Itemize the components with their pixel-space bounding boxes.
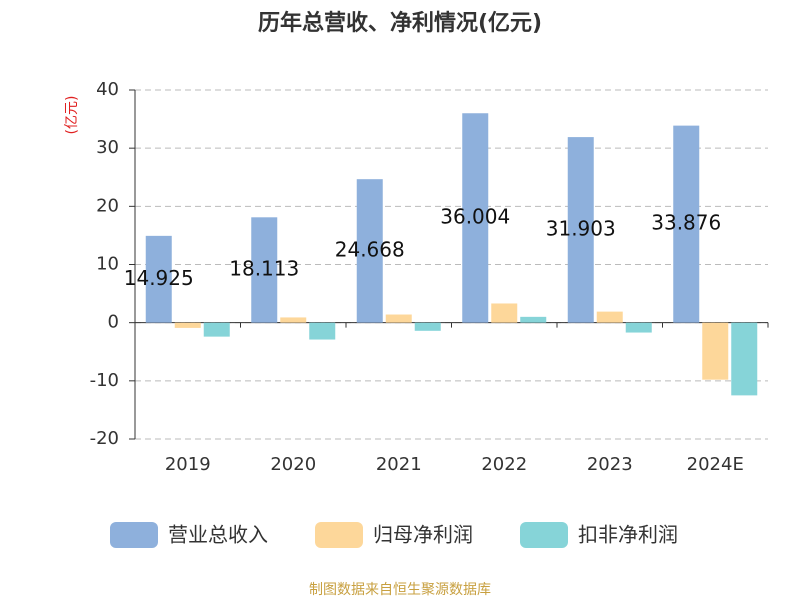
value-label: 36.004 xyxy=(440,204,510,228)
x-tick-label: 2021 xyxy=(376,454,422,475)
x-tick-label: 2023 xyxy=(587,454,633,475)
source-note: 制图数据来自恒生聚源数据库 xyxy=(309,582,491,598)
bar xyxy=(702,322,729,380)
bar xyxy=(251,217,278,323)
chart-title: 历年总营收、净利情况(亿元) xyxy=(258,10,542,36)
y-tick-label: 20 xyxy=(96,195,119,216)
legend-label: 归母净利润 xyxy=(373,523,473,547)
y-tick-label: 10 xyxy=(96,254,119,275)
bar xyxy=(567,137,594,323)
x-tick-label: 2020 xyxy=(270,454,316,475)
y-tick-label: -10 xyxy=(90,370,119,391)
bar xyxy=(491,303,518,323)
bar xyxy=(625,322,652,333)
y-tick-label: 30 xyxy=(96,137,119,158)
value-label: 14.925 xyxy=(124,266,194,290)
legend-swatch xyxy=(110,522,158,548)
value-label: 24.668 xyxy=(335,237,405,261)
legend-swatch xyxy=(520,522,568,548)
bar xyxy=(356,179,383,323)
legend-swatch xyxy=(315,522,363,548)
value-label: 33.876 xyxy=(651,211,721,235)
bar xyxy=(309,322,336,340)
bar xyxy=(145,235,172,323)
y-tick-label: -20 xyxy=(90,428,119,449)
bar xyxy=(280,317,307,323)
bar xyxy=(414,322,441,331)
y-axis-label: (亿元) xyxy=(64,96,80,135)
value-label: 31.903 xyxy=(546,216,616,240)
x-tick-label: 2022 xyxy=(481,454,527,475)
bar xyxy=(520,316,547,323)
bar xyxy=(731,322,758,396)
bar xyxy=(203,322,230,337)
bar xyxy=(462,113,489,323)
bar xyxy=(174,322,201,328)
legend-label: 扣非净利润 xyxy=(578,523,678,547)
x-tick-label: 2024E xyxy=(687,454,744,475)
value-label: 18.113 xyxy=(229,256,299,280)
y-tick-label: 40 xyxy=(96,79,119,100)
legend-label: 营业总收入 xyxy=(168,523,268,547)
x-tick-label: 2019 xyxy=(165,454,211,475)
bar xyxy=(673,125,700,323)
bar xyxy=(385,314,412,323)
y-tick-label: 0 xyxy=(108,312,119,333)
bar xyxy=(596,311,623,323)
